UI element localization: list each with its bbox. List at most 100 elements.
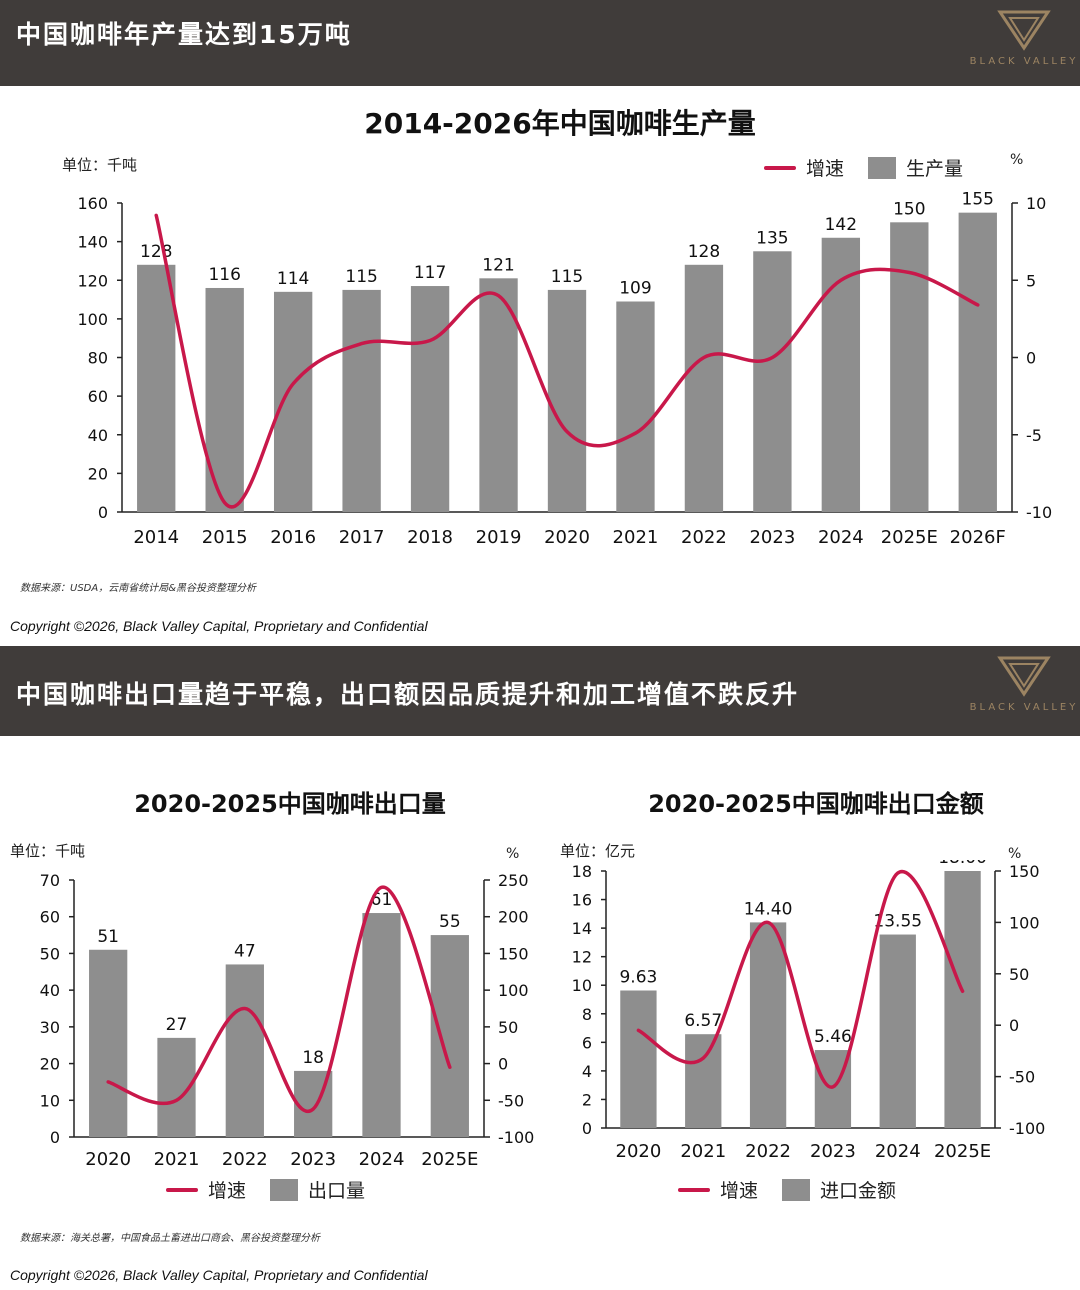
top-banner: 中国咖啡年产量达到15万吨 BLACK VALLEY [0,0,1080,86]
bar [430,935,469,1137]
left-tick-label: 2 [582,1090,592,1109]
bar-value-label: 13.55 [873,912,922,932]
bar [89,949,128,1137]
category-label: 2020 [544,527,590,548]
legend-bar-label: 进口金额 [820,1180,897,1202]
banner2-title: 中国咖啡出口量趋于平稳，出口额因品质提升和加工增值不跌反升 [16,680,800,709]
logo-emblem-icon [997,656,1051,697]
category-label: 2020 [85,1149,131,1170]
right-tick-label: 50 [1009,965,1029,984]
bar-value-label: 14.40 [744,899,793,919]
left-tick-label: 18 [572,862,592,881]
left-tick-label: 10 [572,976,592,995]
right-tick-label: -5 [1026,426,1042,445]
bar-value-label: 128 [688,242,720,262]
bar-value-label: 51 [97,927,119,947]
bar [342,289,381,512]
left-tick-label: 20 [88,464,108,483]
category-label: 2023 [749,527,795,548]
bar [685,1034,722,1128]
left-tick-label: 0 [98,503,108,522]
bar [410,286,450,512]
category-label: 2019 [476,527,522,548]
legend-bar-label: 出口量 [308,1180,366,1202]
right-tick-label: -50 [1009,1068,1035,1087]
right-tick-label: 150 [1009,862,1040,881]
category-label: 2025E [881,527,938,548]
right-tick-label: -50 [498,1091,524,1110]
category-label: 2016 [270,527,316,548]
category-label: 2022 [745,1141,791,1162]
bar [205,287,244,512]
category-label: 2021 [680,1141,726,1162]
bar-value-label: 114 [277,269,309,289]
category-label: 2025E [421,1149,478,1170]
chart1-title: 2014-2026年中国咖啡生产量 [364,107,756,140]
left-tick-label: 140 [77,233,108,252]
right-tick-label: 0 [1026,349,1036,368]
chart1-source: 数据来源：USDA，云南省统计局&黑谷投资整理分析 [20,583,257,594]
logo-emblem-icon [997,10,1051,51]
right-tick-label: 50 [498,1018,518,1037]
bar-value-label: 142 [825,215,857,235]
growth-line [106,885,452,1114]
right-tick-label: -100 [1009,1119,1045,1138]
category-label: 2023 [290,1149,336,1170]
category-label: 2023 [810,1141,856,1162]
bar-value-label: 18.00 [938,860,987,868]
legend-growth-label: 增速 [806,158,845,180]
left-tick-label: 8 [582,1005,592,1024]
legend-bar-swatch [868,156,897,179]
chart2-source: 数据来源：海关总署，中国食品土畜进出口商会、黑谷投资整理分析 [20,1233,320,1244]
right-tick-label: 0 [498,1055,508,1074]
right-tick-label: -10 [1026,503,1052,522]
legend-line-swatch [764,165,796,170]
chart3-legend: 增速 进口金额 [678,1176,896,1203]
right-tick-label: 100 [1009,913,1040,932]
legend-line-swatch [166,1187,198,1192]
chart3-pct-label: % [1008,846,1022,862]
bar-value-label: 135 [756,228,788,248]
bar [273,291,313,512]
legend-line-swatch [678,1187,710,1192]
category-label: 2024 [818,527,864,548]
bar-value-label: 27 [166,1015,188,1035]
copyright-1: Copyright ©2026, Black Valley Capital, P… [10,618,428,634]
bar [879,934,916,1128]
bar-value-label: 121 [482,255,514,275]
bar-value-label: 6.57 [684,1011,722,1031]
legend-bar-swatch [782,1178,811,1201]
bar [944,871,981,1128]
chart1-pct-label: % [1010,152,1024,168]
copyright-2: Copyright ©2026, Black Valley Capital, P… [10,1267,428,1283]
left-tick-label: 70 [40,871,60,890]
bar-value-label: 115 [345,267,377,287]
left-tick-label: 40 [40,981,60,1000]
growth-line [154,213,980,509]
bar [616,301,655,512]
left-tick-label: 40 [88,426,108,445]
bar-value-label: 9.63 [619,968,657,988]
bar [958,212,997,512]
export-volume-chart: 0 10 20 30 40 50 60 70 -100 -50 0 50 100 150 200 250 51 2… [40,871,535,1170]
left-tick-label: 4 [582,1062,592,1081]
right-tick-label: 100 [498,981,529,1000]
legend-growth-label: 增速 [208,1180,247,1202]
bar [547,289,587,512]
chart3-unit-label: 单位：亿元 [560,842,636,860]
bar [753,251,792,512]
category-label: 2024 [875,1141,921,1162]
bar [479,278,518,512]
chart3-title: 2020-2025中国咖啡出口金额 [648,790,984,818]
legend-bar-swatch [270,1178,299,1201]
bar-value-label: 150 [893,199,925,219]
bar-value-label: 109 [619,278,651,298]
left-tick-label: 16 [572,891,592,910]
production-chart: 0 20 40 60 80 100 120 140 160 -10 -5 0 5 10 128 2014 116… [77,190,1052,548]
bar-value-label: 55 [439,912,461,932]
logo-text: BLACK VALLEY [969,56,1079,67]
bar [684,264,724,512]
chart2-unit-label: 单位：千吨 [10,842,86,860]
bar-value-label: 5.46 [814,1027,852,1047]
left-tick-label: 0 [582,1119,592,1138]
